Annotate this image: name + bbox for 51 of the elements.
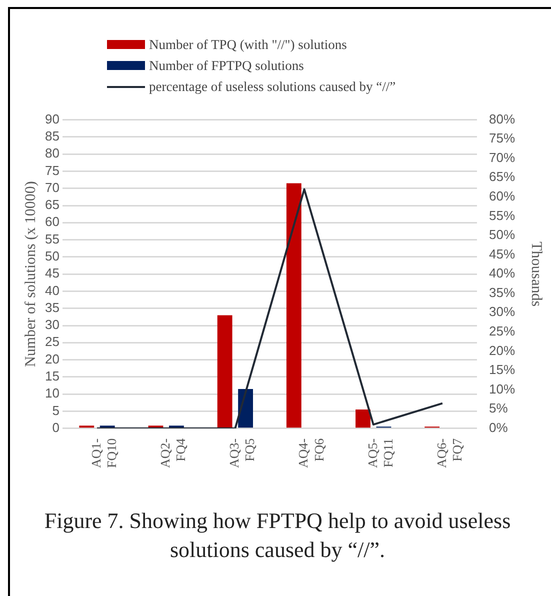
bar [286, 183, 302, 428]
y-tick-label: 55 [44, 231, 60, 246]
x-tick-label: AQ3-FQ5 [226, 438, 258, 468]
y2-tick-label: 55% [488, 208, 516, 223]
y-tick-label: 35 [44, 300, 60, 315]
y2-tick-label: 35% [488, 284, 516, 300]
y-tick-label: 25 [44, 334, 60, 350]
y-tick-label: 20 [44, 351, 60, 366]
x-tick-label: AQ1-FQ10 [88, 438, 120, 468]
y2-tick-label: 70% [488, 150, 516, 165]
x-tick-label: AQ6-FQ7 [434, 438, 464, 468]
x-tick-label: AQ4-FQ6 [296, 438, 326, 468]
y2-tick-label: 20% [488, 342, 516, 358]
y-tick-label: 5 [52, 402, 60, 418]
y-tick-label: 30 [44, 317, 60, 332]
y-axis-title: Number of solutions (x 10000) [22, 181, 39, 368]
y2-tick-label: 30% [488, 304, 516, 320]
y2-tick-label: 5% [488, 400, 508, 416]
y2-tick-label: 75% [488, 130, 516, 146]
y-tick-label: 90 [44, 111, 60, 126]
y2-tick-label: 10% [488, 381, 516, 396]
y-tick-label: 50 [44, 248, 60, 264]
y2-tick-label: 40% [488, 266, 516, 281]
y2-tick-label: 80% [488, 111, 516, 126]
x-tick-label: AQ5-FQ11 [364, 438, 396, 468]
y-tick-label: 70 [44, 180, 60, 195]
y2-tick-label: 25% [488, 324, 516, 339]
legend-label: Number of FPTPQ solutions [149, 58, 304, 74]
caption: Figure 7. Showing how FPTPQ help to avoid useless solutions caused by “//”. [43, 507, 512, 564]
y-tick-label: 60 [44, 214, 60, 230]
legend-label: percentage of useless solutions caused by “//” [149, 78, 396, 94]
y-tick-label: 75 [44, 162, 60, 178]
y-tick-label: 0 [52, 420, 60, 435]
y2-axis-title: Thousands [528, 242, 544, 307]
y2-tick-label: 0% [488, 420, 508, 435]
y2-tick-label: 45% [488, 246, 516, 262]
y2-tick-label: 15% [488, 362, 516, 378]
y-tick-label: 80 [44, 146, 60, 161]
y-tick-label: 40 [44, 282, 60, 298]
y-tick-label: 65 [44, 197, 60, 212]
y-tick-label: 15 [44, 368, 60, 384]
y-tick-label: 45 [44, 266, 60, 281]
y2-tick-label: 50% [488, 227, 516, 242]
y-tick-label: 85 [44, 128, 60, 144]
y-tick-label: 10 [44, 386, 60, 401]
x-tick-label: AQ2-FQ4 [158, 438, 188, 468]
y2-tick-label: 60% [488, 188, 516, 204]
bar [217, 315, 232, 428]
bar [356, 410, 370, 428]
legend-label: Number of TPQ (with "//") solutions [149, 36, 347, 52]
y2-tick-label: 65% [488, 169, 516, 184]
